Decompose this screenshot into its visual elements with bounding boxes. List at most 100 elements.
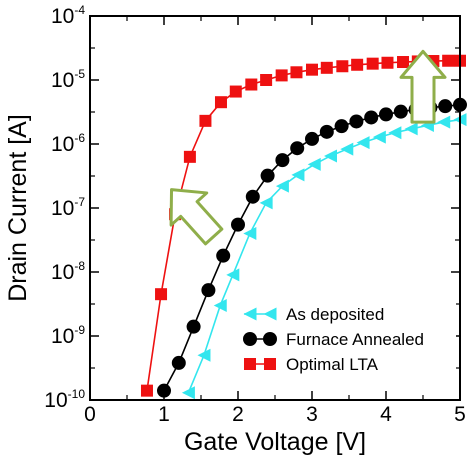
legend-symbol-as-deposited: [243, 307, 277, 321]
data-point-furnace-annealed: [260, 168, 275, 183]
y-tick-base: 10: [51, 5, 74, 28]
legend-marker: [263, 332, 277, 346]
data-point-as-deposited: [197, 348, 211, 362]
data-point-optimal-lta: [351, 58, 364, 71]
x-tick-label: 3: [306, 403, 318, 426]
x-axis-title: Gate Voltage [V]: [184, 428, 366, 456]
data-point-furnace-annealed: [186, 319, 201, 334]
data-point-optimal-lta: [275, 69, 288, 82]
data-point-as-deposited: [388, 126, 402, 140]
x-tick-label: 4: [380, 403, 392, 426]
legend-item-optimal-lta: Optimal LTA: [244, 355, 379, 374]
data-point-optimal-lta: [245, 78, 258, 91]
data-point-furnace-annealed: [393, 104, 408, 119]
data-point-optimal-lta: [229, 85, 242, 98]
data-point-as-deposited: [324, 149, 337, 163]
data-point-furnace-annealed: [319, 124, 334, 139]
legend-symbol-furnace-annealed: [243, 332, 277, 346]
legend-marker: [244, 358, 256, 370]
legend-marker: [243, 307, 257, 321]
data-point-as-deposited: [181, 386, 195, 400]
y-tick-label: 10-9: [51, 323, 85, 348]
x-tick-label: 1: [158, 403, 170, 426]
data-point-optimal-lta: [214, 96, 227, 109]
legend-label-as-deposited: As deposited: [286, 305, 384, 324]
arrow-up-left-shape: [169, 188, 224, 246]
arrow-up-annotation: [399, 49, 447, 124]
plot-frame: [89, 15, 461, 401]
data-point-as-deposited: [307, 157, 321, 171]
data-point-furnace-annealed: [231, 217, 245, 232]
data-point-as-deposited: [372, 130, 386, 144]
y-tick-exponent: -6: [74, 131, 85, 145]
data-point-as-deposited: [275, 179, 289, 193]
data-point-optimal-lta: [366, 57, 379, 70]
series-as-deposited: [181, 113, 467, 400]
y-tick-exponent: -9: [74, 323, 85, 337]
y-tick-base: 10: [51, 325, 74, 348]
data-point-furnace-annealed: [438, 99, 453, 114]
data-point-optimal-lta: [199, 114, 212, 127]
legend-marker: [263, 307, 277, 321]
y-tick-base: 10: [51, 261, 74, 284]
data-point-furnace-annealed: [245, 189, 260, 204]
data-point-as-deposited: [356, 136, 370, 150]
data-point-as-deposited: [404, 122, 418, 136]
data-point-optimal-lta: [183, 150, 196, 163]
legend-marker: [264, 358, 276, 370]
data-point-furnace-annealed: [334, 119, 349, 134]
data-point-furnace-annealed: [379, 107, 393, 122]
y-tick-label: 10-10: [44, 387, 85, 412]
data-point-optimal-lta: [442, 54, 455, 67]
legend-symbol-optimal-lta: [244, 358, 276, 370]
y-tick-label: 10-7: [51, 195, 85, 220]
legend-marker: [243, 332, 257, 346]
annotation-layer: [169, 49, 447, 246]
legend-label-optimal-lta: Optimal LTA: [286, 355, 379, 374]
data-point-optimal-lta: [336, 60, 349, 73]
y-tick-label: 10-4: [51, 3, 85, 28]
data-point-optimal-lta: [140, 384, 153, 397]
y-tick-label: 10-5: [51, 67, 85, 92]
data-point-furnace-annealed: [305, 131, 319, 146]
y-tick-base: 10: [44, 389, 67, 412]
y-tick-base: 10: [51, 133, 74, 156]
legend: As deposited Furnace Annealed Optimal LT…: [234, 298, 456, 384]
x-tick-label: 2: [232, 403, 244, 426]
data-point-furnace-annealed: [216, 248, 231, 263]
data-point-as-deposited: [340, 142, 354, 156]
y-tick-base: 10: [51, 197, 74, 220]
data-point-furnace-annealed: [171, 355, 186, 370]
legend-item-as-deposited: As deposited: [243, 305, 384, 324]
series-furnace-annealed: [157, 97, 467, 398]
x-tick-label: 0: [84, 403, 96, 426]
data-point-optimal-lta: [320, 61, 333, 74]
data-point-furnace-annealed: [290, 141, 305, 156]
legend-item-furnace-annealed: Furnace Annealed: [243, 330, 424, 349]
data-point-optimal-lta: [290, 66, 303, 79]
series-line-optimal-lta: [146, 59, 460, 391]
data-point-optimal-lta: [155, 288, 168, 301]
data-point-furnace-annealed: [157, 383, 171, 398]
y-tick-exponent: -10: [68, 387, 86, 401]
data-point-as-deposited: [226, 268, 240, 282]
y-tick-exponent: -7: [74, 195, 85, 209]
data-point-optimal-lta: [381, 56, 394, 69]
data-point-furnace-annealed: [364, 110, 379, 125]
data-point-as-deposited: [259, 196, 273, 210]
data-point-as-deposited: [437, 115, 451, 129]
data-point-furnace-annealed: [275, 153, 290, 168]
data-point-optimal-lta: [260, 74, 273, 86]
x-tick-label: 5: [454, 403, 466, 426]
arrow-up-left-annotation: [169, 188, 224, 246]
y-tick-exponent: -4: [74, 3, 85, 17]
data-point-as-deposited: [243, 226, 257, 240]
legend-label-furnace-annealed: Furnace Annealed: [286, 330, 424, 349]
y-tick-label: 10-8: [51, 259, 85, 284]
y-tick-label: 10-6: [51, 131, 85, 156]
data-point-furnace-annealed: [201, 283, 216, 298]
y-tick-exponent: -5: [74, 67, 85, 81]
data-point-as-deposited: [213, 298, 227, 312]
